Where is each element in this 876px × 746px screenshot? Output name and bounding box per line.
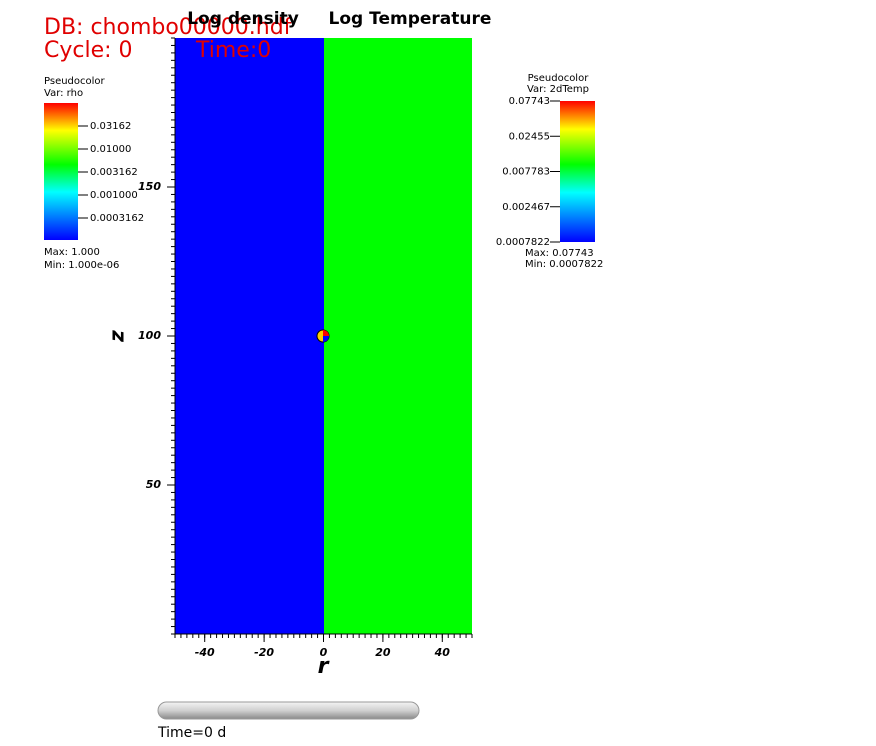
temperature-field [324, 38, 472, 634]
colorbar [44, 103, 78, 240]
right-title: Log Temperature [329, 9, 492, 29]
colorbar-label: 0.0003162 [90, 213, 144, 224]
colorbar-label: 0.07743 [509, 96, 550, 107]
colorbar-label: 0.007783 [502, 167, 550, 178]
colorbar-label: 0.002467 [502, 202, 550, 213]
left-title: Log density [187, 9, 299, 29]
x-axis-label: r [318, 654, 330, 679]
source-dot-part [323, 336, 329, 342]
source-dot-part [323, 330, 329, 336]
time-label: Time:0 [195, 38, 271, 63]
x-tick-label: 40 [434, 646, 451, 659]
time-slider[interactable] [157, 701, 420, 720]
density-field [175, 38, 324, 634]
db-label: DB: chombo00000.hdf [44, 15, 293, 40]
y-tick-label: 50 [146, 478, 162, 491]
colorbar-label: 0.0007822 [496, 237, 550, 248]
colorbar-label: 0.03162 [90, 121, 131, 132]
y-tick-label: 150 [138, 180, 161, 193]
colorbar-label: 0.003162 [90, 167, 138, 178]
y-tick-label: 100 [138, 329, 161, 342]
slider-label: Time=0 d [157, 725, 226, 741]
x-tick-label: 0 [320, 646, 328, 659]
legend-var: Var: 2dTemp [527, 84, 589, 95]
legend-max: Max: 0.07743 [525, 248, 594, 259]
legend-min: Min: 0.0007822 [525, 259, 603, 270]
colorbar [560, 101, 595, 242]
x-tick-label: -40 [195, 646, 215, 659]
x-tick-label: 20 [375, 646, 391, 659]
y-axis-label: z [105, 330, 129, 343]
legend-min: Min: 1.000e-06 [44, 260, 119, 271]
colorbar-label: 0.01000 [90, 144, 131, 155]
legend-var: Var: rho [44, 88, 83, 99]
legend-plot: Pseudocolor [44, 76, 106, 87]
legend-plot: Pseudocolor [528, 73, 590, 84]
cycle-label: Cycle: 0 [44, 38, 133, 63]
colorbar-label: 0.001000 [90, 190, 138, 201]
x-tick-label: -20 [254, 646, 274, 659]
colorbar-label: 0.02455 [509, 131, 550, 142]
legend-max: Max: 1.000 [44, 247, 100, 258]
